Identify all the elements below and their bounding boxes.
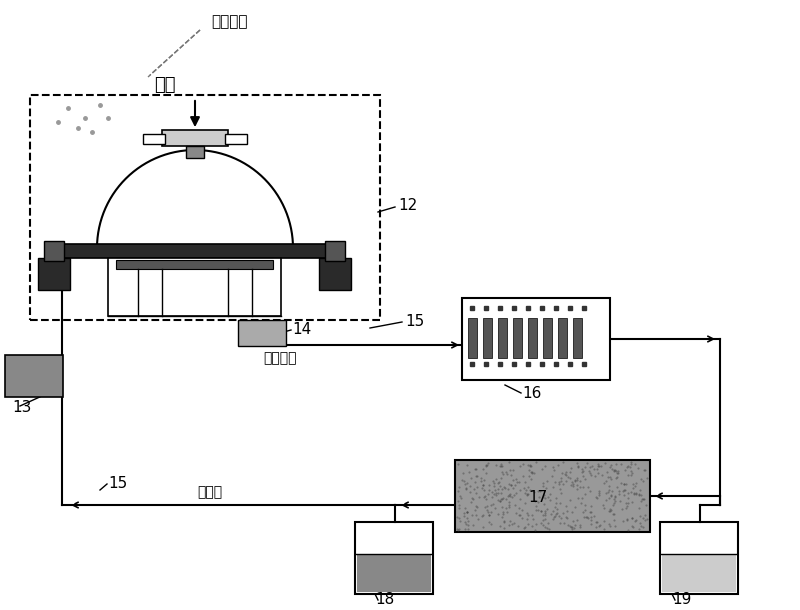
Bar [660, 522, 738, 594]
Text: 15: 15 [405, 315, 424, 329]
Bar [355, 522, 433, 594]
Bar [44, 241, 64, 261]
Bar [573, 318, 582, 358]
Text: 15: 15 [108, 476, 127, 490]
Text: 18: 18 [375, 592, 394, 608]
Bar [543, 318, 552, 358]
Text: 样品输送: 样品输送 [263, 351, 297, 365]
Bar [483, 318, 492, 358]
Bar [462, 298, 610, 380]
Bar [513, 318, 522, 358]
Bar [143, 134, 165, 144]
Bar [186, 146, 204, 158]
Bar [38, 258, 70, 290]
Text: 14: 14 [292, 323, 311, 337]
Bar [116, 260, 273, 269]
Bar [558, 318, 567, 358]
Text: 采集液: 采集液 [198, 485, 222, 499]
Bar [325, 241, 345, 261]
Bar [498, 318, 507, 358]
Text: 12: 12 [398, 198, 418, 212]
Text: 16: 16 [522, 386, 542, 401]
Bar [108, 258, 281, 316]
Bar [225, 134, 247, 144]
Text: 空气: 空气 [154, 76, 176, 94]
Text: 19: 19 [672, 592, 691, 608]
Bar [455, 460, 650, 532]
Text: 17: 17 [528, 490, 547, 506]
Bar [468, 318, 477, 358]
Bar [528, 318, 537, 358]
Text: 带电颗粒: 带电颗粒 [212, 15, 248, 29]
Bar [319, 258, 351, 290]
Bar [5, 355, 63, 397]
Bar [162, 130, 228, 146]
Bar [662, 554, 736, 592]
Text: 13: 13 [12, 401, 31, 415]
Bar [62, 244, 327, 258]
Bar [238, 320, 286, 346]
Bar [30, 95, 380, 320]
Bar [357, 554, 431, 592]
